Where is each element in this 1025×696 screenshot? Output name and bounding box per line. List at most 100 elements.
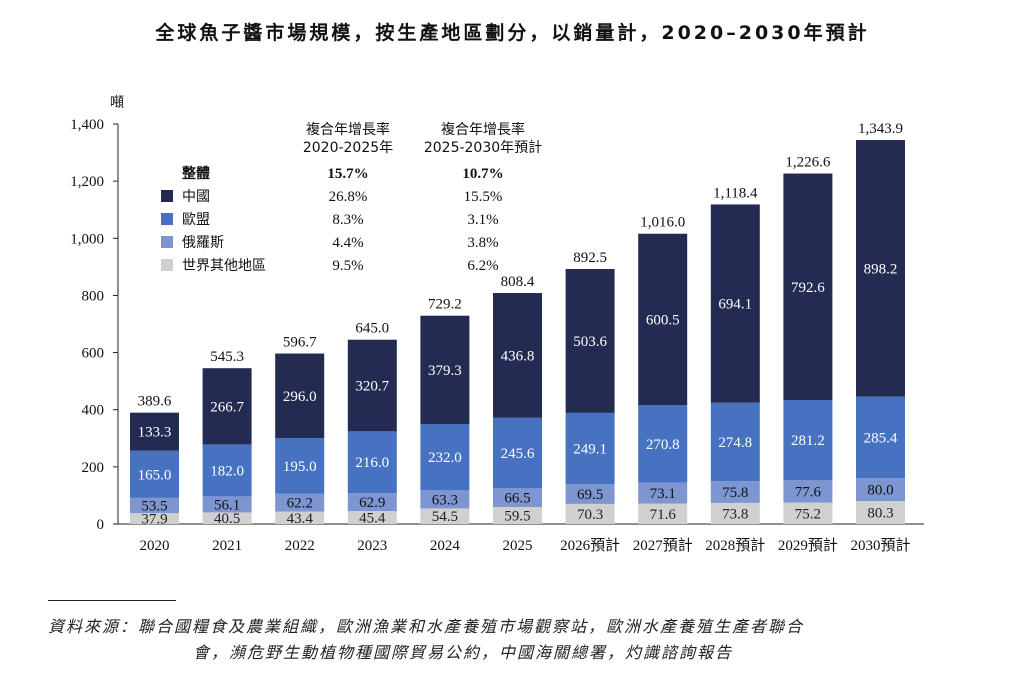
bar-value-label: 71.6 <box>650 507 677 523</box>
bar-segment <box>202 368 252 445</box>
bar-value-label: 182.0 <box>210 463 244 479</box>
cagr-value-2020-2025: 15.7% <box>327 166 368 182</box>
y-tick-label: 600 <box>82 346 105 362</box>
cagr-header-2-line-1: 複合年增長率 <box>441 121 525 138</box>
bar-value-label: 63.3 <box>432 492 458 508</box>
bar-value-label: 600.5 <box>646 313 680 329</box>
bar-segment <box>493 417 542 488</box>
source-line-1: 資料來源：聯合國糧食及農業組織，歐洲漁業和水產養殖市場觀察站，歐洲水產養殖生產者… <box>48 617 805 636</box>
cagr-value-2025-2030: 10.7% <box>462 166 503 182</box>
bar-total-label: 892.5 <box>573 250 607 266</box>
y-unit-label: 噸 <box>110 95 124 111</box>
bar-segment <box>130 450 179 498</box>
bar-value-label: 898.2 <box>864 261 898 277</box>
bar-segment <box>202 512 252 524</box>
cagr-value-2020-2025: 26.8% <box>329 189 368 205</box>
cagr-header-2-line-2: 2025-2030年預計 <box>424 140 542 156</box>
bar-total-label: 389.6 <box>138 394 172 410</box>
bar-segment <box>783 173 833 400</box>
bar-segment <box>420 424 470 491</box>
bar-value-label: 165.0 <box>138 467 172 483</box>
y-tick-label: 800 <box>82 288 105 304</box>
legend-label: 俄羅斯 <box>182 235 224 251</box>
bar-value-label: 70.3 <box>577 507 603 523</box>
bar-value-label: 281.2 <box>791 433 825 449</box>
x-tick-label: 2020 <box>140 538 170 554</box>
bar-value-label: 69.5 <box>577 487 603 503</box>
bar-value-label: 43.4 <box>287 511 314 527</box>
bar-value-label: 77.6 <box>795 484 822 500</box>
legend-swatch <box>161 190 173 202</box>
bar-segment <box>347 339 397 432</box>
bar-segment <box>783 502 833 524</box>
bar-segment <box>420 490 470 509</box>
legend-swatch <box>161 259 173 271</box>
legend-label: 歐盟 <box>182 212 210 228</box>
bar-segment <box>638 503 688 524</box>
x-tick-label: 2029預計 <box>778 537 838 554</box>
legend-label: 世界其他地區 <box>182 258 266 274</box>
bar-segment <box>202 496 252 513</box>
y-tick-label: 200 <box>82 460 105 476</box>
cagr-value-2025-2030: 6.2% <box>467 258 498 274</box>
bar-value-label: 232.0 <box>428 450 462 466</box>
bar-value-label: 379.3 <box>428 363 462 379</box>
cagr-header-1-line-2: 2020-2025年 <box>303 140 393 156</box>
cagr-row-label-overall: 整體 <box>181 165 210 182</box>
y-tick-label: 1,000 <box>70 231 104 247</box>
bar-value-label: 59.5 <box>504 509 530 525</box>
y-tick-label: 1,200 <box>70 174 104 190</box>
bar-segment <box>202 444 252 497</box>
bar-segment <box>638 405 688 483</box>
bar-value-label: 73.8 <box>722 506 748 522</box>
legend-swatch <box>161 236 173 248</box>
bar-segment <box>493 293 542 418</box>
x-tick-label: 2023 <box>357 538 387 554</box>
bar-segment <box>710 402 760 482</box>
bar-total-label: 596.7 <box>283 335 317 351</box>
x-tick-label: 2027預計 <box>633 537 693 554</box>
bar-segment <box>565 412 615 485</box>
bar-value-label: 56.1 <box>214 497 240 513</box>
bar-segment <box>856 140 905 397</box>
bar-total-label: 1,226.6 <box>785 155 831 171</box>
bar-segment <box>565 503 615 524</box>
x-tick-label: 2025 <box>503 538 533 554</box>
bar-segment <box>130 497 179 514</box>
bar-segment <box>420 508 470 524</box>
cagr-value-2025-2030: 3.8% <box>467 235 498 251</box>
bar-value-label: 296.0 <box>283 389 317 405</box>
bar-total-label: 545.3 <box>210 349 244 365</box>
cagr-value-2020-2025: 4.4% <box>332 235 363 251</box>
legend-label: 中國 <box>182 189 210 205</box>
bar-value-label: 80.3 <box>867 506 893 522</box>
bar-segment <box>275 493 325 512</box>
cagr-value-2025-2030: 3.1% <box>467 212 498 228</box>
bar-value-label: 266.7 <box>210 399 244 415</box>
bar-value-label: 75.2 <box>795 506 821 522</box>
bar-value-label: 274.8 <box>718 435 752 451</box>
bar-segment <box>710 204 760 403</box>
bar-segment <box>856 396 905 479</box>
bar-value-label: 436.8 <box>501 348 535 364</box>
bar-value-label: 37.9 <box>141 512 167 528</box>
bar-value-label: 45.4 <box>359 511 386 527</box>
cagr-value-2020-2025: 8.3% <box>332 212 363 228</box>
bar-segment <box>275 511 325 524</box>
bar-segment <box>347 511 397 524</box>
cagr-value-2025-2030: 15.5% <box>464 189 503 205</box>
x-tick-label: 2030預計 <box>850 537 910 554</box>
bar-value-label: 73.1 <box>650 486 676 502</box>
source-note: 資料來源：聯合國糧食及農業組織，歐洲漁業和水產養殖市場觀察站，歐洲水產養殖生產者… <box>48 614 998 666</box>
cagr-header-1-line-1: 複合年增長率 <box>306 121 390 138</box>
bar-segment <box>856 501 905 524</box>
x-tick-label: 2026預計 <box>560 537 620 554</box>
bar-total-label: 729.2 <box>428 297 462 313</box>
x-tick-label: 2022 <box>285 538 315 554</box>
bar-segment <box>638 482 688 504</box>
bar-value-label: 62.9 <box>359 495 385 511</box>
bar-segment <box>130 412 179 451</box>
bar-segment <box>783 480 833 503</box>
bar-value-label: 80.0 <box>867 483 893 499</box>
bar-segment <box>710 502 760 524</box>
